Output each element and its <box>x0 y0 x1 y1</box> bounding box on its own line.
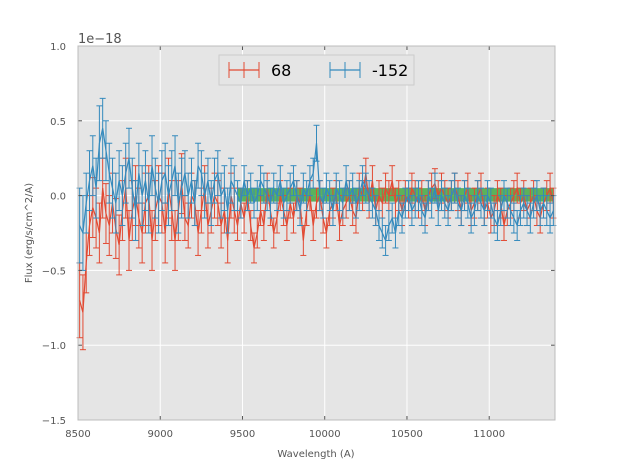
series-group <box>76 97 557 351</box>
x-tick-label: 9500 <box>230 429 255 440</box>
series-2 <box>76 97 557 271</box>
x-tick-label: 9000 <box>148 429 173 440</box>
x-tick-label: 8500 <box>65 429 90 440</box>
y-tick-label: 0.5 <box>50 117 66 128</box>
x-axis-label: Wavelength (A) <box>277 449 354 460</box>
y-tick-label: −1.0 <box>42 341 66 352</box>
legend-label: 68 <box>271 61 291 80</box>
y-tick-label: −0.5 <box>42 266 66 277</box>
x-tick-label: 11000 <box>473 429 505 440</box>
x-tick-label: 10000 <box>309 429 341 440</box>
legend-item-1: 68 <box>228 61 291 80</box>
legend-label: -152 <box>372 61 408 80</box>
series-line <box>79 128 554 243</box>
plot-frame <box>77 45 556 421</box>
legend: 68 -152 <box>218 54 415 86</box>
y-axis-label: Flux (erg/s/cm^2/A) <box>24 183 35 283</box>
y-tick-label: −1.5 <box>42 416 66 427</box>
x-tick-label: 10500 <box>391 429 423 440</box>
legend-item-2: -152 <box>329 61 408 80</box>
y-tick-label: 0.0 <box>50 192 66 203</box>
y-tick-label: 1.0 <box>50 42 66 53</box>
x-axis-ticks: 8500 9000 9500 10000 10500 11000 <box>65 46 505 440</box>
y-offset-label: 1e−18 <box>78 32 122 47</box>
